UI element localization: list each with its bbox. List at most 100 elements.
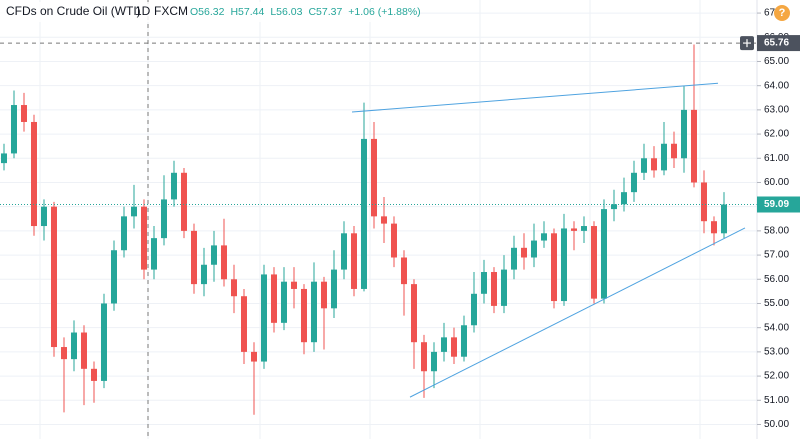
source: FXCM xyxy=(154,4,188,18)
candle-body xyxy=(141,206,147,270)
candle-body xyxy=(451,337,457,357)
candle-body xyxy=(701,182,707,222)
candle-body xyxy=(441,337,447,352)
legend-value: C57.37 xyxy=(308,6,342,18)
candle-body xyxy=(541,233,547,241)
candle-body xyxy=(351,233,357,289)
legend-value: +1.06 (+1.88%) xyxy=(348,6,420,18)
legend-value: H57.44 xyxy=(230,6,264,18)
candle-body xyxy=(491,272,497,306)
y-tick-label: 50.00 xyxy=(764,419,789,430)
candle-body xyxy=(281,281,287,323)
y-tick-label: 52.00 xyxy=(764,371,789,382)
candle-body xyxy=(601,209,607,299)
candle-body xyxy=(211,245,217,265)
candle-body xyxy=(651,158,657,171)
y-tick-label: 56.00 xyxy=(764,274,789,285)
candle-body xyxy=(471,293,477,326)
candle-body xyxy=(91,368,97,381)
help-icon[interactable] xyxy=(774,5,790,21)
y-tick-label: 58.00 xyxy=(764,226,789,237)
candle-body xyxy=(71,332,77,360)
candle-body xyxy=(41,206,47,227)
candle-body xyxy=(261,274,267,362)
candle-body xyxy=(431,351,437,372)
legend-value: O56.32 xyxy=(190,6,225,18)
last-price-tag xyxy=(757,196,800,213)
add-icon xyxy=(743,39,751,48)
candle-body xyxy=(681,109,687,159)
candle-body xyxy=(1,153,7,164)
candle-body xyxy=(511,247,517,270)
y-tick-label: 53.00 xyxy=(764,347,789,358)
y-tick-label: 57.00 xyxy=(764,250,789,261)
candle-body xyxy=(181,172,187,231)
candle-body xyxy=(631,172,637,193)
candle-body xyxy=(231,279,237,297)
candle-body xyxy=(341,233,347,270)
candle-body xyxy=(11,105,17,154)
candle-body xyxy=(611,204,617,210)
candle-body xyxy=(81,332,87,369)
candle-body xyxy=(691,109,697,183)
trendline xyxy=(351,82,719,113)
candle-body xyxy=(241,296,247,352)
candle-body xyxy=(571,228,577,231)
candle-body xyxy=(151,238,157,270)
y-tick-label: 61.00 xyxy=(764,153,789,164)
candle-body xyxy=(461,325,467,357)
candle-body xyxy=(531,240,537,258)
candle-body xyxy=(421,342,427,372)
candle-body xyxy=(331,269,337,309)
candle-body xyxy=(401,257,407,285)
y-tick-label: 51.00 xyxy=(764,395,789,406)
candle-body xyxy=(111,250,117,304)
candle-body xyxy=(301,288,307,343)
candle-body xyxy=(161,199,167,239)
candle-body xyxy=(21,105,27,122)
candle-body xyxy=(391,223,397,258)
candle-body xyxy=(51,206,57,348)
last-price-label: 59.09 xyxy=(764,199,789,210)
candle-body xyxy=(221,245,227,280)
candle-body xyxy=(291,281,297,289)
crosshair-label: 65.76 xyxy=(764,38,789,49)
candle-body xyxy=(311,281,317,343)
y-tick-label: 62.00 xyxy=(764,129,789,140)
legend-value: L56.03 xyxy=(270,6,302,18)
candle-body xyxy=(121,216,127,251)
y-tick-label: 63.00 xyxy=(764,105,789,116)
y-tick-label: 64.00 xyxy=(764,80,789,91)
candle-body xyxy=(581,226,587,231)
candle-body xyxy=(361,138,367,289)
candle-body xyxy=(521,247,527,258)
candle-body xyxy=(171,172,177,200)
candle-body xyxy=(671,143,677,159)
candle-body xyxy=(191,230,197,285)
candle-body xyxy=(621,192,627,205)
candle-body xyxy=(411,284,417,343)
y-tick-label: 55.00 xyxy=(764,298,789,309)
interval: 1D xyxy=(135,4,151,18)
candle-body xyxy=(371,138,377,217)
help-icon-text: ? xyxy=(779,7,786,19)
candle-body xyxy=(321,281,327,309)
candle-body xyxy=(271,274,277,323)
candle-body xyxy=(251,351,257,362)
candle-body xyxy=(201,264,207,285)
candle-body xyxy=(711,221,717,234)
candle-body xyxy=(131,206,137,217)
y-tick-label: 65.00 xyxy=(764,56,789,67)
candle-body xyxy=(661,143,667,171)
candle-body xyxy=(551,233,557,302)
candle-body xyxy=(501,269,507,306)
candle-body xyxy=(61,347,67,360)
candle-body xyxy=(31,121,37,227)
candle-body xyxy=(381,216,387,224)
crosshair-tag xyxy=(757,35,800,52)
y-tick-label: 54.00 xyxy=(764,322,789,333)
y-tick-label: 60.00 xyxy=(764,177,789,188)
candle-body xyxy=(641,158,647,173)
